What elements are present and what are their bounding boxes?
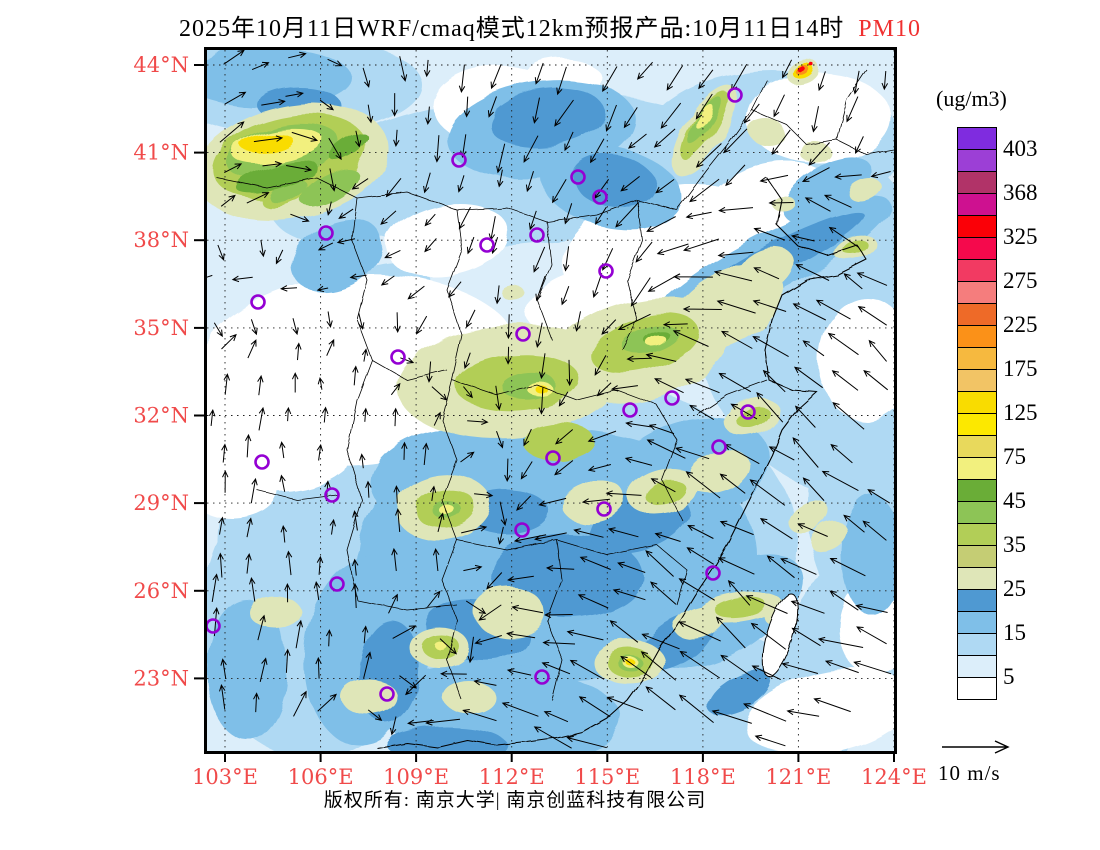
lon-label: 115°E: [574, 765, 640, 789]
city-markers: [207, 87, 756, 702]
latlon-gridlines: [207, 50, 894, 751]
lat-label: 32°N: [133, 404, 189, 428]
colorbar-cell: [957, 523, 997, 546]
station-marker: [534, 669, 550, 685]
colorbar-tick-label: 5: [1003, 664, 1015, 689]
lat-label: 26°N: [133, 579, 189, 603]
colorbar-tick-label: 25: [1003, 576, 1026, 601]
map-fill-layers: [207, 50, 894, 751]
station-marker: [570, 169, 586, 185]
title-text: 2025年10月11日WRF/cmaq模式12km预报产品:10月11日14时: [179, 16, 845, 42]
station-marker: [598, 263, 614, 279]
station-marker: [254, 454, 270, 470]
station-marker: [207, 618, 221, 634]
station-marker: [250, 294, 266, 310]
colorbar-cell: [957, 545, 997, 568]
station-marker: [622, 402, 638, 418]
colorbar-cell: [957, 655, 997, 678]
lat-label: 23°N: [133, 666, 189, 690]
colorbar-tick-label: 175: [1003, 356, 1038, 381]
colorbar-cell: [957, 501, 997, 524]
station-marker: [318, 225, 334, 241]
map-frame: [204, 47, 897, 754]
wind-vectors: [207, 50, 892, 749]
lon-label: 124°E: [861, 765, 927, 789]
colorbar-cell: [957, 435, 997, 458]
station-marker: [324, 487, 340, 503]
station-marker: [545, 450, 561, 466]
station-marker: [515, 326, 531, 342]
colorbar-cell: [957, 281, 997, 304]
station-marker: [664, 390, 680, 406]
station-marker: [727, 87, 743, 103]
lon-label: 121°E: [765, 765, 831, 789]
station-marker: [711, 439, 727, 455]
colorbar-cell: [957, 303, 997, 326]
colorbar-cell: [957, 369, 997, 392]
station-marker: [529, 227, 545, 243]
colorbar-cell: [957, 325, 997, 348]
lon-label: 112°E: [479, 765, 545, 789]
colorbar-cell: [957, 237, 997, 260]
colorbar-cell: [957, 215, 997, 238]
colorbar-cell: [957, 171, 997, 194]
station-marker: [514, 522, 530, 538]
wind-scale-label: 10 m/s: [938, 761, 1001, 785]
station-marker: [390, 349, 406, 365]
colorbar-tick-label: 368: [1003, 180, 1038, 205]
colorbar-tick-label: 15: [1003, 620, 1026, 645]
lat-label: 29°N: [133, 491, 189, 515]
colorbar-cell: [957, 567, 997, 590]
page-title: 2025年10月11日WRF/cmaq模式12km预报产品:10月11日14时 P…: [0, 8, 1100, 43]
station-marker: [705, 565, 721, 581]
colorbar-cell: [957, 677, 997, 700]
lon-label: 118°E: [670, 765, 736, 789]
colorbar-cell: [957, 391, 997, 414]
lon-label: 106°E: [288, 765, 354, 789]
colorbar-unit-label: (ug/m3): [936, 86, 1007, 111]
colorbar-cell: [957, 149, 997, 172]
province-boundaries: [216, 69, 894, 749]
colorbar-cell: [957, 259, 997, 282]
wind-scale-arrow-icon: [942, 740, 1010, 754]
lat-label: 38°N: [133, 228, 189, 252]
station-marker: [740, 404, 756, 420]
axis-ticks-and-labels: 44°N 41°N 38°N 35°N 32°N 29°N 26°N 23°N 103°E 106…: [133, 53, 927, 789]
colorbar-cell: [957, 633, 997, 656]
station-marker: [479, 237, 495, 253]
colorbar-tick-label: 75: [1003, 444, 1026, 469]
colorbar-tick-label: 45: [1003, 488, 1026, 513]
wind-scale-legend: 10 m/s: [938, 738, 1048, 786]
colorbar-tick-label: 275: [1003, 268, 1038, 293]
lon-label: 103°E: [192, 765, 258, 789]
colorbar-cell: [957, 611, 997, 634]
colorbar-cell: [957, 413, 997, 436]
lon-label: 109°E: [383, 765, 449, 789]
colorbar-tick-label: 125: [1003, 400, 1038, 425]
colorbar-cell: [957, 347, 997, 370]
station-marker: [451, 152, 467, 168]
map-canvas: 44°N 41°N 38°N 35°N 32°N 29°N 26°N 23°N 103°E 106…: [133, 47, 927, 789]
title-species: PM10: [858, 16, 921, 42]
lat-label: 35°N: [133, 316, 189, 340]
station-marker: [592, 189, 608, 205]
colorbar-tick-label: 225: [1003, 312, 1038, 337]
station-marker: [596, 501, 612, 517]
colorbar-cell: [957, 127, 997, 150]
station-marker: [379, 686, 395, 702]
colorbar-tick-label: 325: [1003, 224, 1038, 249]
colorbar-cell: [957, 479, 997, 502]
colorbar-tick-label: 35: [1003, 532, 1026, 557]
lat-label: 41°N: [133, 141, 189, 165]
colorbar: [957, 127, 997, 700]
colorbar-tick-label: 403: [1003, 136, 1038, 161]
copyright-text: 版权所有: 南京大学| 南京创蓝科技有限公司: [323, 790, 707, 811]
colorbar-cell: [957, 457, 997, 480]
station-marker: [329, 576, 345, 592]
colorbar-cell: [957, 589, 997, 612]
colorbar-cell: [957, 193, 997, 216]
lat-label: 44°N: [133, 53, 189, 77]
